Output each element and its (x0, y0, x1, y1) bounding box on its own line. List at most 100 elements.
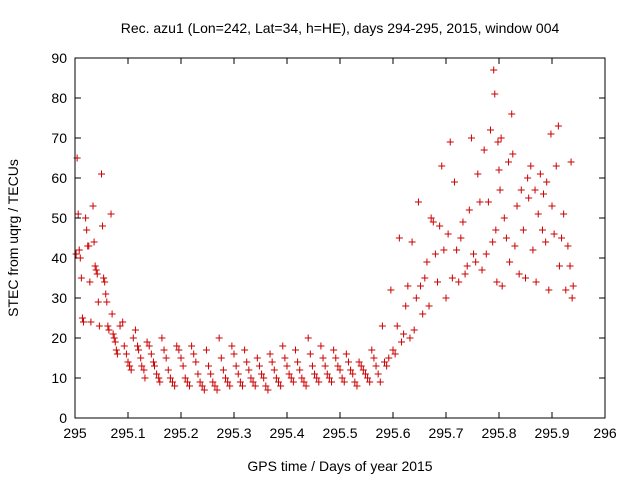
data-point (417, 282, 425, 290)
x-axis-label: GPS time / Days of year 2015 (247, 458, 432, 474)
data-point (74, 210, 82, 218)
y-tick-label: 20 (51, 330, 67, 346)
data-point (207, 370, 215, 378)
data-point (127, 366, 135, 374)
data-point (110, 334, 118, 342)
data-point (105, 326, 113, 334)
data-point (313, 374, 321, 382)
y-axis-label: STEC from uqrg / TECUs (5, 159, 21, 317)
data-point (245, 366, 253, 374)
data-point (321, 362, 329, 370)
data-point (111, 338, 119, 346)
data-point (385, 354, 393, 362)
x-tick-label: 295.4 (269, 425, 304, 441)
data-point (93, 270, 101, 278)
data-point (98, 170, 105, 178)
data-point (450, 178, 458, 186)
data-point (491, 90, 499, 98)
data-point (368, 346, 376, 354)
data-point (181, 374, 189, 382)
data-point (90, 238, 98, 246)
data-point (79, 318, 87, 326)
data-point (567, 158, 575, 166)
data-point (83, 226, 91, 234)
data-point (155, 374, 163, 382)
data-point (134, 342, 142, 350)
data-point (319, 354, 327, 362)
data-point (328, 378, 336, 386)
data-point (247, 374, 255, 382)
data-point (444, 230, 452, 238)
data-point (192, 358, 200, 366)
data-point (116, 322, 124, 330)
data-point (434, 278, 442, 286)
data-point (496, 186, 504, 194)
data-point (525, 194, 533, 202)
data-point (412, 294, 420, 302)
data-point (478, 266, 486, 274)
data-point (275, 378, 283, 386)
data-point (330, 346, 338, 354)
data-point (347, 366, 355, 374)
data-point (476, 198, 484, 206)
data-point (183, 378, 191, 386)
data-point (467, 134, 475, 142)
data-point (470, 250, 478, 258)
data-point (383, 362, 391, 370)
data-point (205, 362, 213, 370)
data-point (344, 358, 352, 366)
data-point (560, 210, 568, 218)
data-point (196, 378, 204, 386)
data-point (279, 342, 287, 350)
data-point (480, 146, 488, 154)
x-tick-label: 295.6 (375, 425, 410, 441)
data-point (162, 354, 170, 362)
x-tick-label: 295.1 (110, 425, 145, 441)
data-point (149, 358, 157, 366)
data-point (283, 362, 291, 370)
data-point (153, 370, 161, 378)
data-point (502, 234, 510, 242)
data-point (76, 254, 84, 262)
data-point (113, 350, 121, 358)
data-point (99, 222, 107, 230)
chart-title: Rec. azu1 (Lon=242, Lat=34, h=HE), days … (121, 20, 560, 36)
data-point (421, 274, 429, 282)
data-point (94, 298, 102, 306)
data-point (558, 234, 566, 242)
data-point (495, 166, 503, 174)
data-point (253, 354, 261, 362)
data-point (334, 362, 342, 370)
data-point (414, 198, 422, 206)
x-tick-label: 295.8 (481, 425, 516, 441)
data-point (461, 270, 469, 278)
data-point (230, 350, 238, 358)
data-point (400, 330, 408, 338)
data-point (550, 230, 558, 238)
data-point (258, 370, 266, 378)
data-point (472, 258, 480, 266)
data-point (564, 242, 572, 250)
data-point (300, 378, 308, 386)
data-point (425, 302, 433, 310)
data-point (72, 250, 80, 258)
data-point (101, 278, 109, 286)
data-point (522, 274, 529, 282)
data-point (524, 174, 532, 182)
data-point (281, 354, 289, 362)
data-point (124, 358, 132, 366)
data-point (492, 226, 500, 234)
y-tick-label: 40 (51, 250, 67, 266)
data-point (542, 238, 550, 246)
data-point (232, 362, 240, 370)
data-point (302, 382, 310, 390)
data-point (217, 354, 225, 362)
data-point (129, 334, 137, 342)
data-point (141, 374, 149, 382)
data-point (359, 366, 367, 374)
data-point (402, 302, 410, 310)
data-point (389, 346, 397, 354)
data-point (311, 370, 319, 378)
data-point (540, 190, 548, 198)
data-point (529, 246, 537, 254)
